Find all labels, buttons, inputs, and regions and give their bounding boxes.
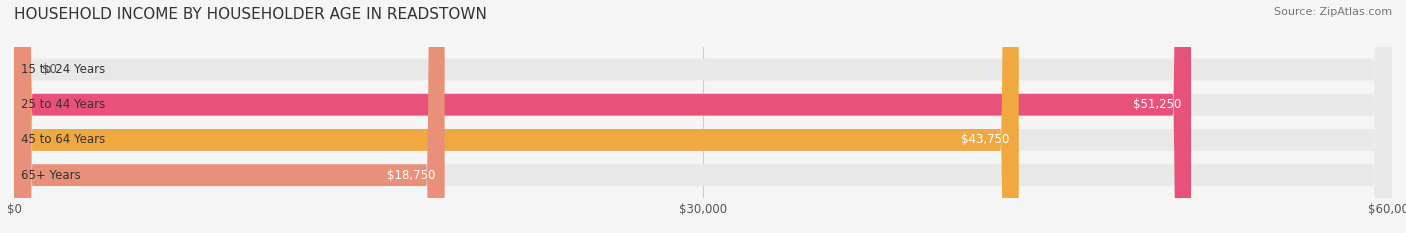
Text: 25 to 44 Years: 25 to 44 Years [21,98,105,111]
FancyBboxPatch shape [14,0,1019,233]
Text: $18,750: $18,750 [387,169,436,182]
FancyBboxPatch shape [14,0,1392,233]
Text: $51,250: $51,250 [1133,98,1182,111]
Text: Source: ZipAtlas.com: Source: ZipAtlas.com [1274,7,1392,17]
FancyBboxPatch shape [14,0,1392,233]
Text: $0: $0 [42,63,56,76]
FancyBboxPatch shape [14,0,1191,233]
Text: 15 to 24 Years: 15 to 24 Years [21,63,105,76]
FancyBboxPatch shape [14,0,1392,233]
Text: HOUSEHOLD INCOME BY HOUSEHOLDER AGE IN READSTOWN: HOUSEHOLD INCOME BY HOUSEHOLDER AGE IN R… [14,7,486,22]
Text: 65+ Years: 65+ Years [21,169,80,182]
FancyBboxPatch shape [14,0,1392,233]
Text: 45 to 64 Years: 45 to 64 Years [21,134,105,146]
FancyBboxPatch shape [14,0,444,233]
Text: $43,750: $43,750 [962,134,1010,146]
